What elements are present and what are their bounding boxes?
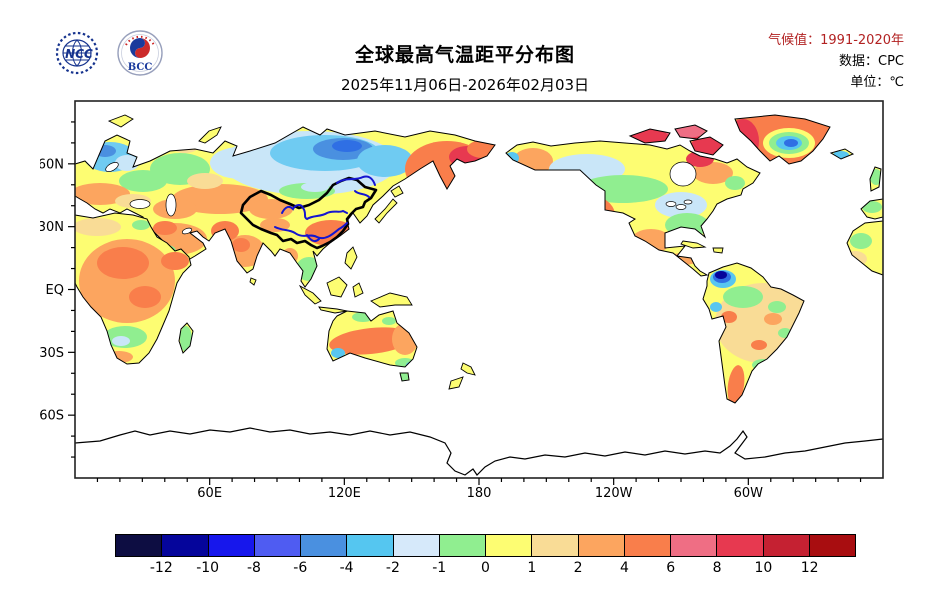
colorbar-segment — [578, 535, 625, 556]
anomaly-patagonia-warm — [727, 365, 745, 403]
land-africa — [74, 212, 194, 365]
anomaly-amazon-mild — [723, 286, 763, 308]
colorbar-segment — [624, 535, 671, 556]
anomaly-south-africa-pale — [112, 336, 130, 346]
lon-tick-label: 60W — [734, 486, 764, 501]
colorbar-segment — [301, 535, 348, 556]
colorbar-segment — [254, 535, 301, 556]
land-australia — [326, 310, 418, 382]
colorbar-tick-label: -12 — [149, 560, 173, 576]
land-minor-islands — [108, 114, 724, 390]
anomaly-brazil-warm-1 — [764, 313, 782, 325]
anomaly-horn-warm — [161, 252, 189, 270]
colorbar-segment — [347, 535, 394, 556]
anomaly-india-core — [232, 238, 250, 252]
colorbar-segment — [486, 535, 533, 556]
lat-tick-label: 60N — [40, 157, 64, 172]
title-block: 全球最高气温距平分布图 2025年11月06日-2026年02月03日 — [0, 40, 930, 95]
china-boundary — [239, 176, 378, 250]
ncc-logo-icon: NCC — [55, 31, 99, 75]
colorbar: -12 -10 -8 -6 -4 -2 -1 0 1 2 4 6 8 10 12 — [115, 534, 856, 580]
colorbar-tick-label: 2 — [573, 560, 583, 576]
anomaly-cape-york-mild — [382, 317, 396, 325]
colorbar-tick-label: -6 — [293, 560, 308, 576]
lat-tick-label: 60S — [40, 409, 64, 424]
anomaly-yakutia-cold — [357, 145, 413, 177]
colorbar-tick-label: -8 — [246, 560, 261, 576]
lat-tick-label: 30N — [40, 220, 64, 235]
meta-info: 气候值：1991-2020年数据：CPC 单位：℃ — [768, 30, 904, 93]
meta-line: 气候值：1991-2020年 — [768, 33, 904, 48]
meta-line: 数据：CPC — [839, 54, 904, 69]
colorbar-segment — [393, 535, 440, 556]
date-range: 2025年11月06日-2026年02月03日 — [340, 76, 590, 94]
anomaly-egypt-mild — [132, 220, 150, 230]
anomaly-madagascar-mild — [180, 326, 192, 352]
colorbar-tick-label: 8 — [712, 560, 722, 576]
bcc-logo-icon: BCC — [117, 30, 163, 76]
anomaly-brazil-mild-1 — [768, 301, 786, 313]
lon-tick-label: 180 — [467, 486, 492, 501]
colorbar-segment — [116, 535, 163, 556]
antarctica-coastline — [74, 427, 884, 476]
colorbar-segment — [162, 535, 209, 556]
agency-logos: NCC BCC — [50, 28, 164, 78]
ncc-logo-text: NCC — [65, 47, 93, 61]
colorbar-tick-label: 1 — [527, 560, 537, 576]
colorbar-segment — [809, 535, 855, 556]
colorbar-tick-label: 4 — [619, 560, 629, 576]
anomaly-quebec-warm — [693, 162, 733, 184]
anomaly-peru-cool — [710, 302, 722, 312]
anomaly-australia-warm — [329, 327, 413, 355]
colorbar-tick-label: -4 — [339, 560, 354, 576]
anomaly-andes-warm — [721, 311, 737, 323]
anomaly-sahel-core — [97, 247, 149, 279]
lon-tick-label: 120E — [328, 486, 361, 501]
colorbar-labels: -12 -10 -8 -6 -4 -2 -1 0 1 2 4 6 8 10 12 — [115, 560, 856, 580]
anomaly-nw-africa-mild — [850, 233, 872, 249]
meta-line: 单位：℃ — [850, 75, 904, 90]
anomaly-sw-australia-cool — [331, 348, 345, 358]
colorbar-segment — [717, 535, 764, 556]
colorbar-tick-label: 6 — [666, 560, 676, 576]
anomaly-mongolia-pale — [301, 182, 329, 192]
anomaly-central-europe-warm — [75, 183, 130, 205]
anomaly-brazil-warm-2 — [751, 340, 767, 350]
colorbar-tick-label: 10 — [754, 560, 773, 576]
colorbar-segment — [208, 535, 255, 556]
colorbar-tick-label: 12 — [800, 560, 819, 576]
colorbar-segment — [439, 535, 486, 556]
colorbar-swatches — [115, 534, 856, 557]
axis-labels: 60E 120E 180 120W 60W 60N 30N EQ 30S 60S — [40, 157, 763, 501]
colorbar-tick-label: 0 — [481, 560, 490, 576]
colorbar-tick-label: -10 — [196, 560, 220, 576]
lat-tick-label: 30S — [40, 346, 64, 361]
axis-ticks — [68, 121, 862, 485]
colorbar-tick-label: -1 — [432, 560, 447, 576]
china-rivers — [274, 175, 376, 243]
anomaly-congo-core — [129, 286, 161, 308]
colorbar-tick-label: -2 — [385, 560, 400, 576]
page-title: 全球最高气温距平分布图 — [354, 44, 575, 66]
anomaly-central-siberia-deep — [332, 140, 362, 152]
anomaly-maghreb-tan — [75, 218, 121, 236]
bcc-logo-text: BCC — [128, 62, 153, 73]
colorbar-segment — [763, 535, 810, 556]
anomaly-labrador-mild — [725, 176, 745, 190]
lakes — [105, 161, 697, 235]
anomaly-ural-tan — [187, 173, 223, 189]
anomaly-middle-east-core — [153, 221, 177, 235]
lon-tick-label: 60E — [197, 486, 222, 501]
anomaly-greenland-blue-core — [784, 139, 798, 147]
lat-tick-label: EQ — [46, 283, 64, 298]
colorbar-segment — [671, 535, 718, 556]
anomaly-colombia-navy — [715, 271, 727, 279]
lon-tick-label: 120W — [595, 486, 633, 501]
world-anomaly-map: 60E 120E 180 120W 60W 60N 30N EQ 30S 60S — [40, 100, 884, 501]
colorbar-segment — [532, 535, 579, 556]
